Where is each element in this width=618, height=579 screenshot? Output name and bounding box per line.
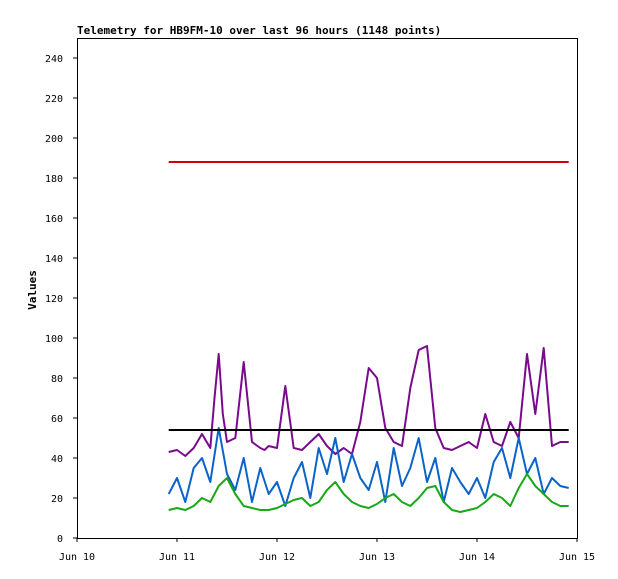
x-tick-label: Jun 14 <box>459 552 495 563</box>
x-tick-label: Jun 13 <box>359 552 395 563</box>
y-tick-label: 100 <box>45 334 63 345</box>
series-line-3 <box>168 345 569 457</box>
y-tick-label: 200 <box>45 134 63 145</box>
y-tick-label: 220 <box>45 94 63 105</box>
y-axis: 0 20 40 60 80 100 120 140 160 180 200 220 240 <box>45 54 77 545</box>
y-tick-label: 60 <box>51 414 63 425</box>
series-line-4 <box>167 427 569 507</box>
y-tick-label: 120 <box>45 294 63 305</box>
x-tick-label: Jun 12 <box>259 552 295 563</box>
plot-frame <box>77 38 578 539</box>
x-tick-label: Jun 15 <box>559 552 595 563</box>
y-tick-label: 140 <box>45 254 63 265</box>
x-axis: Jun 10 Jun 11 Jun 12 Jun 13 Jun 14 Jun 15 <box>59 538 595 563</box>
y-tick-label: 180 <box>45 174 63 185</box>
y-tick-label: 0 <box>57 534 63 545</box>
y-tick-label: 80 <box>51 374 63 385</box>
y-axis-label: Values <box>26 270 39 310</box>
series-layer <box>167 161 569 513</box>
series-line-5 <box>168 473 569 513</box>
x-tick-label: Jun 10 <box>59 552 95 563</box>
y-tick-label: 40 <box>51 454 63 465</box>
y-tick-label: 240 <box>45 54 63 65</box>
chart-title: Telemetry for HB9FM-10 over last 96 hour… <box>77 24 441 37</box>
y-tick-label: 160 <box>45 214 63 225</box>
x-tick-label: Jun 11 <box>159 552 195 563</box>
y-tick-label: 20 <box>51 494 63 505</box>
